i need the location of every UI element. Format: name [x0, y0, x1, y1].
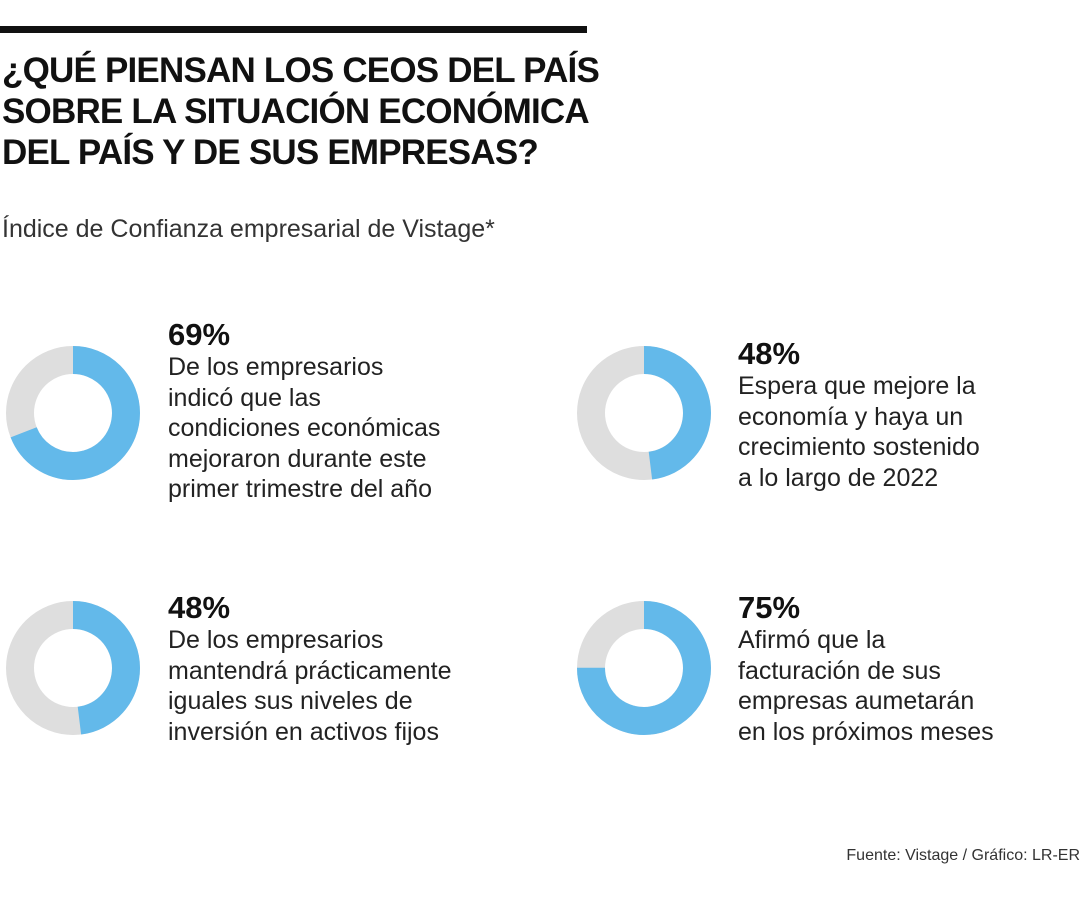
donut-svg-3	[6, 601, 140, 735]
title-rule	[0, 26, 587, 33]
source-credit: Fuente: Vistage / Gráfico: LR-ER	[846, 847, 1080, 864]
title-line-2: SOBRE LA SITUACIÓN ECONÓMICA	[2, 92, 590, 131]
title-line-3: DEL PAÍS Y DE SUS EMPRESAS?	[2, 133, 539, 172]
stat-desc-1-line-5: primer trimestre del año	[168, 475, 432, 503]
stat-value-1: 69%	[168, 317, 231, 352]
donut-svg-1	[6, 346, 140, 480]
stat-text-2: 48% Espera que mejore la economía y haya…	[738, 337, 980, 493]
stat-desc-2-line-3: crecimiento sostenido	[738, 433, 980, 461]
donut-value-2	[577, 346, 711, 480]
donut-chart-2	[576, 345, 712, 481]
title-line-1: ¿QUÉ PIENSAN LOS CEOS DEL PAÍS	[2, 51, 600, 90]
donut-chart-3	[5, 600, 141, 736]
stat-desc-3-line-1: De los empresarios	[168, 626, 384, 654]
donut-value-1	[6, 346, 140, 480]
stat-text-1: 69% De los empresarios indicó que las co…	[168, 318, 440, 505]
chart-subtitle: Índice de Confianza empresarial de Vista…	[2, 215, 495, 243]
stat-desc-1-line-3: condiciones económicas	[168, 414, 441, 442]
donut-svg-4	[577, 601, 711, 735]
stat-desc-3-line-3: iguales sus niveles de	[168, 687, 413, 715]
stat-desc-3-line-2: mantendrá prácticamente	[168, 656, 452, 685]
stat-value-3: 48%	[168, 590, 231, 625]
stat-value-2: 48%	[738, 336, 801, 371]
stat-text-3: 48% De los empresarios mantendrá práctic…	[168, 591, 451, 747]
stat-desc-2-line-2: economía y haya un	[738, 402, 964, 431]
donut-chart-1	[5, 345, 141, 481]
stat-desc-1-line-1: De los empresarios	[168, 353, 384, 381]
stat-desc-2-line-1: Espera que mejore la	[738, 372, 976, 400]
donut-value-3	[6, 601, 140, 735]
stat-desc-4-line-1: Afirmó que la	[738, 626, 886, 654]
donut-chart-4	[576, 600, 712, 736]
stat-desc-4-line-2: facturación de sus	[738, 656, 941, 685]
stat-value-4: 75%	[738, 590, 801, 625]
stat-desc-4-line-3: empresas aumetarán	[738, 687, 975, 715]
stat-desc-2-line-4: a lo largo de 2022	[738, 463, 939, 492]
donut-value-4	[577, 601, 711, 735]
stat-desc-1-line-2: indicó que las	[168, 383, 321, 412]
donut-svg-2	[577, 346, 711, 480]
stat-desc-1-line-4: mejoraron durante este	[168, 444, 427, 473]
chart-title: ¿QUÉ PIENSAN LOS CEOS DEL PAÍS SOBRE LA …	[2, 50, 602, 173]
stat-desc-3-line-4: inversión en activos fijos	[168, 717, 439, 746]
stat-desc-4-line-4: en los próximos meses	[738, 717, 994, 746]
stat-text-4: 75% Afirmó que la facturación de sus emp…	[738, 591, 994, 747]
